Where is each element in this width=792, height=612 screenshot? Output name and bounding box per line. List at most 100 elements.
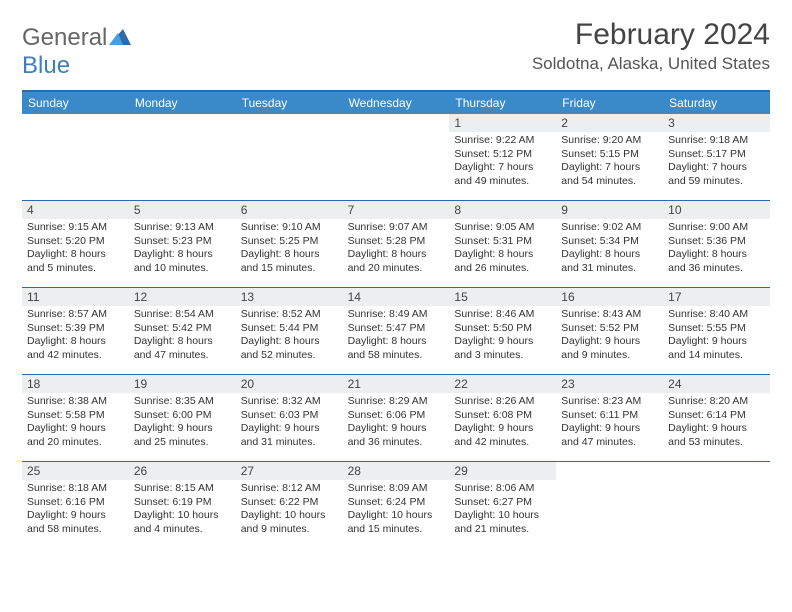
daylight-text: Daylight: 8 hours and 52 minutes. — [241, 335, 338, 362]
cell-body: Sunrise: 8:12 AMSunset: 6:22 PMDaylight:… — [236, 480, 343, 541]
day-number: 14 — [343, 288, 450, 306]
day-number: 8 — [449, 201, 556, 219]
day-number: 1 — [449, 114, 556, 132]
header-row: General Blue February 2024 Soldotna, Ala… — [22, 18, 770, 80]
calendar-cell: 21Sunrise: 8:29 AMSunset: 6:06 PMDayligh… — [343, 375, 450, 461]
sunset-text: Sunset: 5:23 PM — [134, 235, 231, 249]
calendar-cell: 29Sunrise: 8:06 AMSunset: 6:27 PMDayligh… — [449, 462, 556, 548]
day-number: 25 — [22, 462, 129, 480]
daylight-text: Daylight: 8 hours and 36 minutes. — [668, 248, 765, 275]
day-number: 5 — [129, 201, 236, 219]
daylight-text: Daylight: 8 hours and 10 minutes. — [134, 248, 231, 275]
sunset-text: Sunset: 5:15 PM — [561, 148, 658, 162]
calendar-cell: 2Sunrise: 9:20 AMSunset: 5:15 PMDaylight… — [556, 114, 663, 200]
daylight-text: Daylight: 8 hours and 31 minutes. — [561, 248, 658, 275]
daylight-text: Daylight: 9 hours and 58 minutes. — [27, 509, 124, 536]
calendar-cell: 4Sunrise: 9:15 AMSunset: 5:20 PMDaylight… — [22, 201, 129, 287]
sunrise-text: Sunrise: 8:23 AM — [561, 395, 658, 409]
cell-body: Sunrise: 8:32 AMSunset: 6:03 PMDaylight:… — [236, 393, 343, 454]
sunset-text: Sunset: 5:47 PM — [348, 322, 445, 336]
title-block: February 2024 Soldotna, Alaska, United S… — [532, 18, 770, 74]
day-number: 24 — [663, 375, 770, 393]
cell-body: Sunrise: 9:18 AMSunset: 5:17 PMDaylight:… — [663, 132, 770, 193]
brand-shape-icon — [109, 24, 131, 52]
day-header-cell: Thursday — [449, 92, 556, 114]
sunset-text: Sunset: 5:31 PM — [454, 235, 551, 249]
daylight-text: Daylight: 9 hours and 31 minutes. — [241, 422, 338, 449]
calendar: Sunday Monday Tuesday Wednesday Thursday… — [22, 90, 770, 548]
sunset-text: Sunset: 5:55 PM — [668, 322, 765, 336]
daylight-text: Daylight: 9 hours and 14 minutes. — [668, 335, 765, 362]
sunset-text: Sunset: 5:36 PM — [668, 235, 765, 249]
calendar-cell: 13Sunrise: 8:52 AMSunset: 5:44 PMDayligh… — [236, 288, 343, 374]
sunset-text: Sunset: 5:44 PM — [241, 322, 338, 336]
sunset-text: Sunset: 5:17 PM — [668, 148, 765, 162]
brand-logo: General Blue — [22, 24, 131, 80]
sunset-text: Sunset: 6:00 PM — [134, 409, 231, 423]
daylight-text: Daylight: 8 hours and 15 minutes. — [241, 248, 338, 275]
daylight-text: Daylight: 8 hours and 58 minutes. — [348, 335, 445, 362]
week-row: 25Sunrise: 8:18 AMSunset: 6:16 PMDayligh… — [22, 461, 770, 548]
calendar-cell: 26Sunrise: 8:15 AMSunset: 6:19 PMDayligh… — [129, 462, 236, 548]
sunrise-text: Sunrise: 8:38 AM — [27, 395, 124, 409]
daylight-text: Daylight: 9 hours and 3 minutes. — [454, 335, 551, 362]
sunrise-text: Sunrise: 8:09 AM — [348, 482, 445, 496]
calendar-cell: 25Sunrise: 8:18 AMSunset: 6:16 PMDayligh… — [22, 462, 129, 548]
brand-text: General Blue — [22, 24, 131, 80]
cell-body: Sunrise: 8:15 AMSunset: 6:19 PMDaylight:… — [129, 480, 236, 541]
cell-body: Sunrise: 8:29 AMSunset: 6:06 PMDaylight:… — [343, 393, 450, 454]
day-number: 27 — [236, 462, 343, 480]
cell-body: Sunrise: 9:13 AMSunset: 5:23 PMDaylight:… — [129, 219, 236, 280]
calendar-cell: 3Sunrise: 9:18 AMSunset: 5:17 PMDaylight… — [663, 114, 770, 200]
sunrise-text: Sunrise: 8:40 AM — [668, 308, 765, 322]
calendar-cell — [343, 114, 450, 200]
calendar-cell: 22Sunrise: 8:26 AMSunset: 6:08 PMDayligh… — [449, 375, 556, 461]
calendar-cell: 19Sunrise: 8:35 AMSunset: 6:00 PMDayligh… — [129, 375, 236, 461]
daylight-text: Daylight: 8 hours and 42 minutes. — [27, 335, 124, 362]
calendar-cell: 5Sunrise: 9:13 AMSunset: 5:23 PMDaylight… — [129, 201, 236, 287]
day-number: 21 — [343, 375, 450, 393]
cell-body: Sunrise: 9:02 AMSunset: 5:34 PMDaylight:… — [556, 219, 663, 280]
cell-body: Sunrise: 8:54 AMSunset: 5:42 PMDaylight:… — [129, 306, 236, 367]
day-number: 17 — [663, 288, 770, 306]
week-row: 1Sunrise: 9:22 AMSunset: 5:12 PMDaylight… — [22, 114, 770, 200]
sunset-text: Sunset: 5:12 PM — [454, 148, 551, 162]
sunset-text: Sunset: 6:22 PM — [241, 496, 338, 510]
day-header-cell: Friday — [556, 92, 663, 114]
sunset-text: Sunset: 5:50 PM — [454, 322, 551, 336]
sunrise-text: Sunrise: 9:07 AM — [348, 221, 445, 235]
day-number: 26 — [129, 462, 236, 480]
daylight-text: Daylight: 8 hours and 20 minutes. — [348, 248, 445, 275]
day-header-cell: Wednesday — [343, 92, 450, 114]
week-row: 4Sunrise: 9:15 AMSunset: 5:20 PMDaylight… — [22, 200, 770, 287]
day-number: 7 — [343, 201, 450, 219]
sunrise-text: Sunrise: 8:26 AM — [454, 395, 551, 409]
calendar-cell: 1Sunrise: 9:22 AMSunset: 5:12 PMDaylight… — [449, 114, 556, 200]
daylight-text: Daylight: 9 hours and 42 minutes. — [454, 422, 551, 449]
sunset-text: Sunset: 6:27 PM — [454, 496, 551, 510]
cell-body: Sunrise: 9:15 AMSunset: 5:20 PMDaylight:… — [22, 219, 129, 280]
calendar-cell — [663, 462, 770, 548]
day-header-cell: Saturday — [663, 92, 770, 114]
day-number: 4 — [22, 201, 129, 219]
day-number: 12 — [129, 288, 236, 306]
daylight-text: Daylight: 9 hours and 36 minutes. — [348, 422, 445, 449]
day-number: 6 — [236, 201, 343, 219]
cell-body: Sunrise: 9:22 AMSunset: 5:12 PMDaylight:… — [449, 132, 556, 193]
cell-body: Sunrise: 9:07 AMSunset: 5:28 PMDaylight:… — [343, 219, 450, 280]
cell-body: Sunrise: 8:57 AMSunset: 5:39 PMDaylight:… — [22, 306, 129, 367]
cell-body: Sunrise: 9:20 AMSunset: 5:15 PMDaylight:… — [556, 132, 663, 193]
daylight-text: Daylight: 7 hours and 49 minutes. — [454, 161, 551, 188]
brand-part1: General — [22, 24, 107, 51]
sunset-text: Sunset: 5:25 PM — [241, 235, 338, 249]
sunrise-text: Sunrise: 9:18 AM — [668, 134, 765, 148]
calendar-cell: 12Sunrise: 8:54 AMSunset: 5:42 PMDayligh… — [129, 288, 236, 374]
calendar-cell: 18Sunrise: 8:38 AMSunset: 5:58 PMDayligh… — [22, 375, 129, 461]
sunset-text: Sunset: 5:28 PM — [348, 235, 445, 249]
brand-part2: Blue — [22, 52, 70, 79]
calendar-cell: 27Sunrise: 8:12 AMSunset: 6:22 PMDayligh… — [236, 462, 343, 548]
day-number: 22 — [449, 375, 556, 393]
day-number: 2 — [556, 114, 663, 132]
daylight-text: Daylight: 10 hours and 21 minutes. — [454, 509, 551, 536]
cell-body: Sunrise: 8:26 AMSunset: 6:08 PMDaylight:… — [449, 393, 556, 454]
